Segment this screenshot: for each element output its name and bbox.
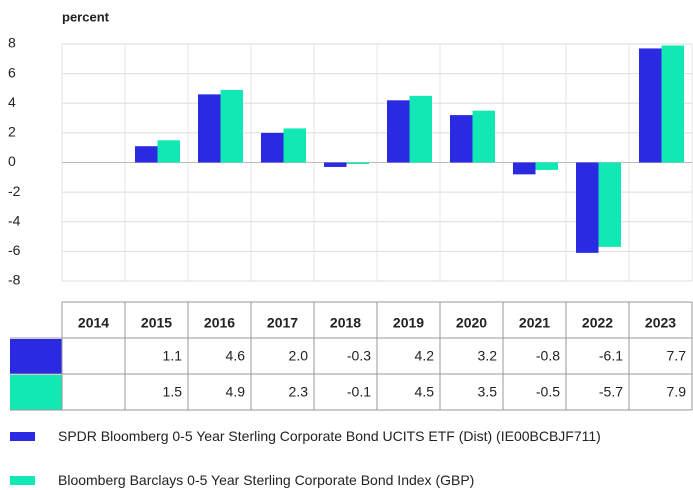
y-tick-label: 8 — [8, 35, 16, 51]
table-value: 2.0 — [289, 348, 309, 364]
table-value: -0.5 — [536, 384, 560, 400]
bar — [450, 115, 473, 163]
x-tick-label: 2016 — [204, 315, 235, 331]
y-tick-label: 4 — [8, 94, 16, 110]
table-value: 4.9 — [226, 384, 246, 400]
table-value: -5.7 — [599, 384, 623, 400]
bar — [535, 162, 558, 170]
bar — [513, 162, 536, 175]
bar — [639, 48, 662, 163]
bar — [324, 162, 347, 167]
y-tick-label: -4 — [8, 212, 21, 228]
table-value: 4.5 — [415, 384, 435, 400]
table-value: 2.3 — [289, 384, 309, 400]
bar — [220, 89, 243, 163]
bar — [346, 162, 369, 164]
chart: percent 8 6 4 2 0 -2 -4 -6 -8 2014 2015 1.1 1.5 2016 4… — [8, 9, 693, 411]
bar — [472, 110, 495, 163]
table-value: -0.1 — [347, 384, 371, 400]
x-tick-label: 2018 — [330, 315, 361, 331]
legend-label: Bloomberg Barclays 0-5 Year Sterling Cor… — [58, 472, 475, 488]
table-value: 7.9 — [667, 384, 687, 400]
y-tick-label: -8 — [8, 272, 21, 288]
table-swatch — [10, 339, 62, 374]
bar — [598, 162, 621, 247]
bar — [283, 128, 306, 163]
legend-swatch — [10, 476, 35, 485]
legend-swatch — [10, 432, 35, 441]
y-tick-label: 2 — [8, 124, 16, 140]
bar — [576, 162, 599, 253]
y-tick-label: -6 — [8, 242, 21, 258]
table-value: 4.2 — [415, 348, 435, 364]
x-tick-label: 2023 — [645, 315, 676, 331]
x-tick-label: 2021 — [519, 315, 550, 331]
x-tick-label: 2019 — [393, 315, 424, 331]
bar — [409, 95, 432, 163]
table-swatch — [10, 375, 62, 410]
bar — [387, 100, 410, 163]
table-value: 3.5 — [478, 384, 498, 400]
bar — [135, 146, 158, 163]
table-value: 4.6 — [226, 348, 246, 364]
x-tick-label: 2017 — [267, 315, 298, 331]
table-value: -0.8 — [536, 348, 560, 364]
table-value: -0.3 — [347, 348, 371, 364]
y-tick-label: -2 — [8, 183, 21, 199]
bar — [198, 94, 221, 163]
x-tick-label: 2022 — [582, 315, 613, 331]
bar — [261, 132, 284, 163]
table-value: 1.1 — [163, 348, 183, 364]
y-axis-label: percent — [62, 9, 110, 24]
x-tick-label: 2014 — [78, 315, 109, 331]
table-value: -6.1 — [599, 348, 623, 364]
legend-label: SPDR Bloomberg 0-5 Year Sterling Corpora… — [58, 428, 601, 444]
x-tick-label: 2020 — [456, 315, 487, 331]
y-tick-label: 0 — [8, 153, 16, 169]
x-tick-label: 2015 — [141, 315, 172, 331]
y-tick-label: 6 — [8, 64, 16, 80]
table-value: 3.2 — [478, 348, 498, 364]
table-value: 1.5 — [163, 384, 183, 400]
bar — [157, 140, 180, 163]
bar — [661, 45, 684, 163]
table-value: 7.7 — [667, 348, 687, 364]
